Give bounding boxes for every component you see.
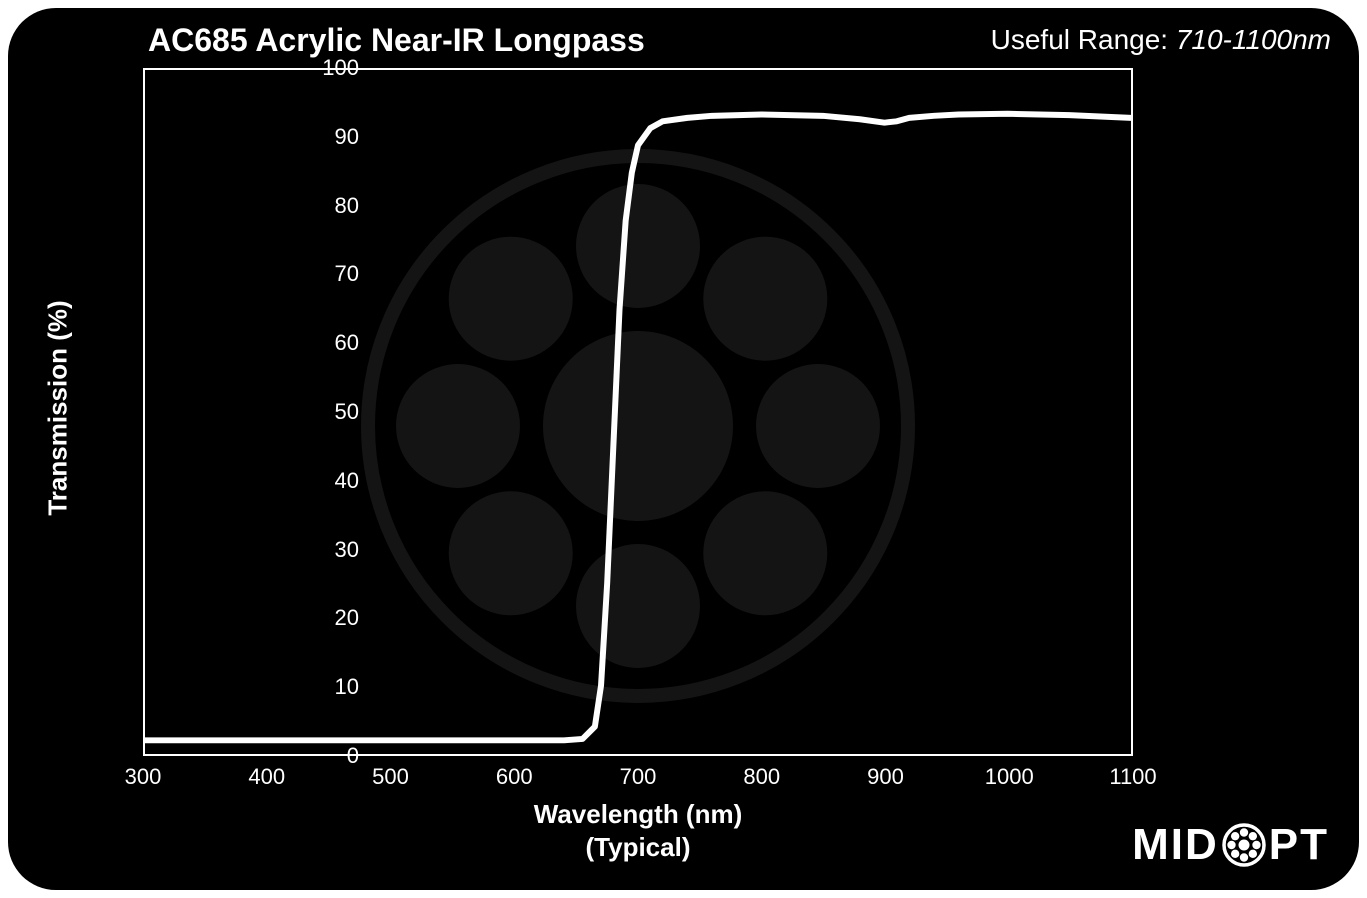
useful-range-value: 710-1100nm	[1176, 24, 1331, 55]
brand-text-post: PT	[1269, 820, 1329, 870]
y-tick-label: 50	[299, 399, 359, 425]
y-tick-label: 60	[299, 330, 359, 356]
x-tick-label: 500	[372, 764, 409, 790]
plot-area	[143, 68, 1133, 756]
useful-range-label: Useful Range:	[991, 24, 1176, 55]
y-tick-label: 70	[299, 261, 359, 287]
x-tick-label: 1000	[985, 764, 1034, 790]
y-tick-label: 100	[299, 55, 359, 81]
y-tick-label: 30	[299, 537, 359, 563]
useful-range: Useful Range: 710-1100nm	[991, 24, 1331, 56]
brand-logo: MID PT	[1132, 820, 1329, 870]
y-tick-label: 90	[299, 124, 359, 150]
x-axis-label-sub: (Typical)	[586, 832, 691, 862]
x-tick-label: 800	[743, 764, 780, 790]
brand-text-pre: MID	[1132, 820, 1219, 870]
x-axis-label-main: Wavelength (nm)	[534, 799, 742, 829]
x-tick-label: 900	[867, 764, 904, 790]
y-axis-label: Transmission (%)	[43, 300, 74, 515]
x-axis-label: Wavelength (nm) (Typical)	[534, 798, 742, 863]
y-tick-label: 10	[299, 674, 359, 700]
chart-frame: AC685 Acrylic Near-IR Longpass Useful Ra…	[8, 8, 1359, 890]
y-tick-label: 40	[299, 468, 359, 494]
x-tick-label: 1100	[1109, 764, 1156, 790]
x-tick-label: 300	[125, 764, 162, 790]
chart-title: AC685 Acrylic Near-IR Longpass	[148, 22, 645, 59]
y-tick-label: 20	[299, 605, 359, 631]
brand-wheel-icon	[1221, 822, 1267, 868]
x-tick-label: 600	[496, 764, 533, 790]
transmission-curve	[145, 70, 1131, 754]
y-tick-label: 80	[299, 193, 359, 219]
x-tick-label: 700	[620, 764, 657, 790]
x-tick-label: 400	[248, 764, 285, 790]
y-tick-label: 0	[299, 743, 359, 769]
